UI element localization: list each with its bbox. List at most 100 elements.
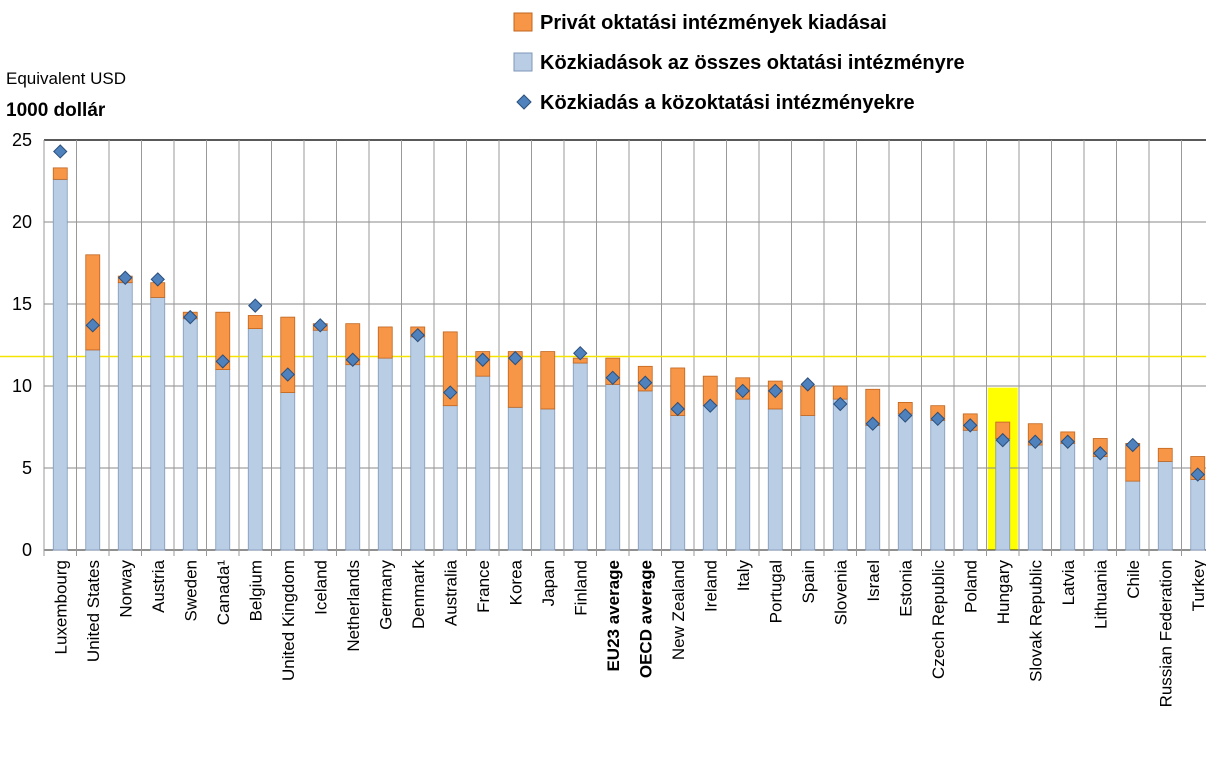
- diamond-marker: [930, 411, 945, 427]
- bar-segment: [540, 351, 556, 410]
- diamond-marker: [638, 375, 653, 390]
- diamond-marker: [410, 327, 425, 343]
- x-tick-label: Portugal: [766, 560, 785, 623]
- bar-segment: [377, 357, 393, 551]
- legend: Privát oktatási intézmények kiadásai Közk…: [513, 12, 965, 114]
- diamond-marker: [443, 385, 458, 400]
- diamond-marker: [508, 350, 523, 366]
- diamond-marker: [215, 354, 230, 369]
- bar-segment: [1157, 461, 1173, 551]
- diamond-marker: [475, 352, 490, 367]
- x-tick-label: Ireland: [701, 560, 720, 612]
- legend-marker: [516, 94, 532, 110]
- diamond-marker: [800, 377, 815, 392]
- bar-segment: [117, 282, 133, 551]
- y-tick-label: 15: [12, 294, 32, 314]
- diamond-marker: [1060, 434, 1075, 449]
- x-tick-label: Australia: [441, 559, 460, 626]
- x-tick-label: Sweden: [181, 560, 200, 621]
- x-tick-label: Estonia: [896, 559, 915, 616]
- bar-segment: [507, 406, 523, 551]
- x-tick-label: Netherlands: [344, 560, 363, 652]
- x-tick-label: Russian Federation: [1156, 560, 1175, 707]
- bar-segment: [52, 167, 68, 180]
- diamond-marker: [833, 396, 848, 412]
- diamond-marker: [898, 408, 913, 423]
- x-tick-label: Czech Republic: [929, 560, 948, 680]
- x-tick-label: New Zealand: [669, 560, 688, 660]
- bar-segment: [410, 336, 426, 551]
- x-tick-label: Korea: [506, 559, 525, 605]
- x-tick-label: Chile: [1124, 560, 1143, 599]
- bar-segment: [85, 349, 101, 551]
- x-tick-label: Latvia: [1059, 559, 1078, 605]
- x-tick-label: Israel: [864, 560, 883, 602]
- x-tick-label: Iceland: [311, 560, 330, 615]
- diamond-marker: [1125, 437, 1140, 453]
- bar-segment: [442, 331, 458, 407]
- bar-segment: [930, 420, 946, 551]
- x-tick-label: Germany: [376, 560, 395, 630]
- bar-segment: [702, 405, 718, 551]
- y-tick-label: 5: [22, 458, 32, 478]
- diamond-marker: [1028, 434, 1043, 449]
- x-tick-label: OECD average: [636, 560, 655, 678]
- bar-segment: [832, 398, 848, 551]
- bar-segment: [345, 364, 361, 551]
- diamond-marker: [345, 352, 360, 367]
- bar-segment: [377, 326, 393, 359]
- x-tick-label: United States: [84, 560, 103, 662]
- x-tick-label: Denmark: [409, 560, 428, 629]
- x-tick-label: Hungary: [994, 560, 1013, 625]
- bar-segment: [312, 329, 328, 551]
- bar-segment: [1157, 447, 1173, 462]
- x-tick-label: Norway: [116, 560, 135, 618]
- bar-segment: [637, 390, 653, 551]
- diamond-marker: [1190, 467, 1205, 482]
- unit-label: 1000 dollár: [6, 100, 106, 121]
- x-tick-label: Lithuania: [1091, 559, 1110, 629]
- bar-segment: [442, 405, 458, 551]
- x-tick-label: Belgium: [246, 560, 265, 621]
- bar-segment: [247, 315, 263, 330]
- bar-segment: [962, 429, 978, 551]
- diamond-marker: [1093, 446, 1108, 461]
- x-tick-label: France: [474, 560, 493, 613]
- bar-segment: [85, 254, 101, 351]
- x-tick-label: Turkey: [1189, 560, 1206, 612]
- bar-segment: [280, 392, 296, 551]
- legend-label: Közkiadás a közoktatási intézményekre: [540, 92, 915, 114]
- axis-label: Equivalent USD: [6, 69, 126, 88]
- bar-segment: [865, 424, 881, 551]
- x-tick-label: Luxembourg: [51, 560, 70, 655]
- bar-segment: [605, 383, 621, 551]
- diamond-marker: [670, 401, 685, 417]
- y-tick-label: 20: [12, 212, 32, 232]
- bar-segment: [540, 408, 556, 551]
- bar-segment: [215, 311, 231, 371]
- diamond-marker: [280, 367, 295, 382]
- bar-segment: [475, 375, 491, 551]
- x-tick-label: Poland: [961, 560, 980, 613]
- diamond-marker: [703, 398, 718, 413]
- bar-segment: [1060, 442, 1076, 551]
- diamond-marker: [118, 270, 133, 285]
- diamond-marker: [995, 432, 1010, 448]
- x-tick-label: Austria: [149, 559, 168, 612]
- legend-label: Közkiadások az összes oktatási intézmény…: [540, 52, 965, 74]
- diamond-marker: [735, 383, 750, 399]
- bar-segment: [247, 328, 263, 551]
- x-tick-label: Slovenia: [831, 559, 850, 625]
- diamond-marker: [183, 309, 198, 325]
- diamond-marker: [248, 298, 263, 313]
- legend-swatch: [513, 12, 533, 32]
- bar-segment: [897, 413, 913, 551]
- bar-segment: [670, 415, 686, 551]
- bar-segment: [995, 438, 1011, 551]
- plot-area: Luxembourg United States Norway Austria Swed…: [0, 139, 1206, 707]
- diamond-marker: [150, 272, 165, 287]
- bar-segment: [150, 297, 166, 551]
- diamond-marker: [85, 318, 100, 333]
